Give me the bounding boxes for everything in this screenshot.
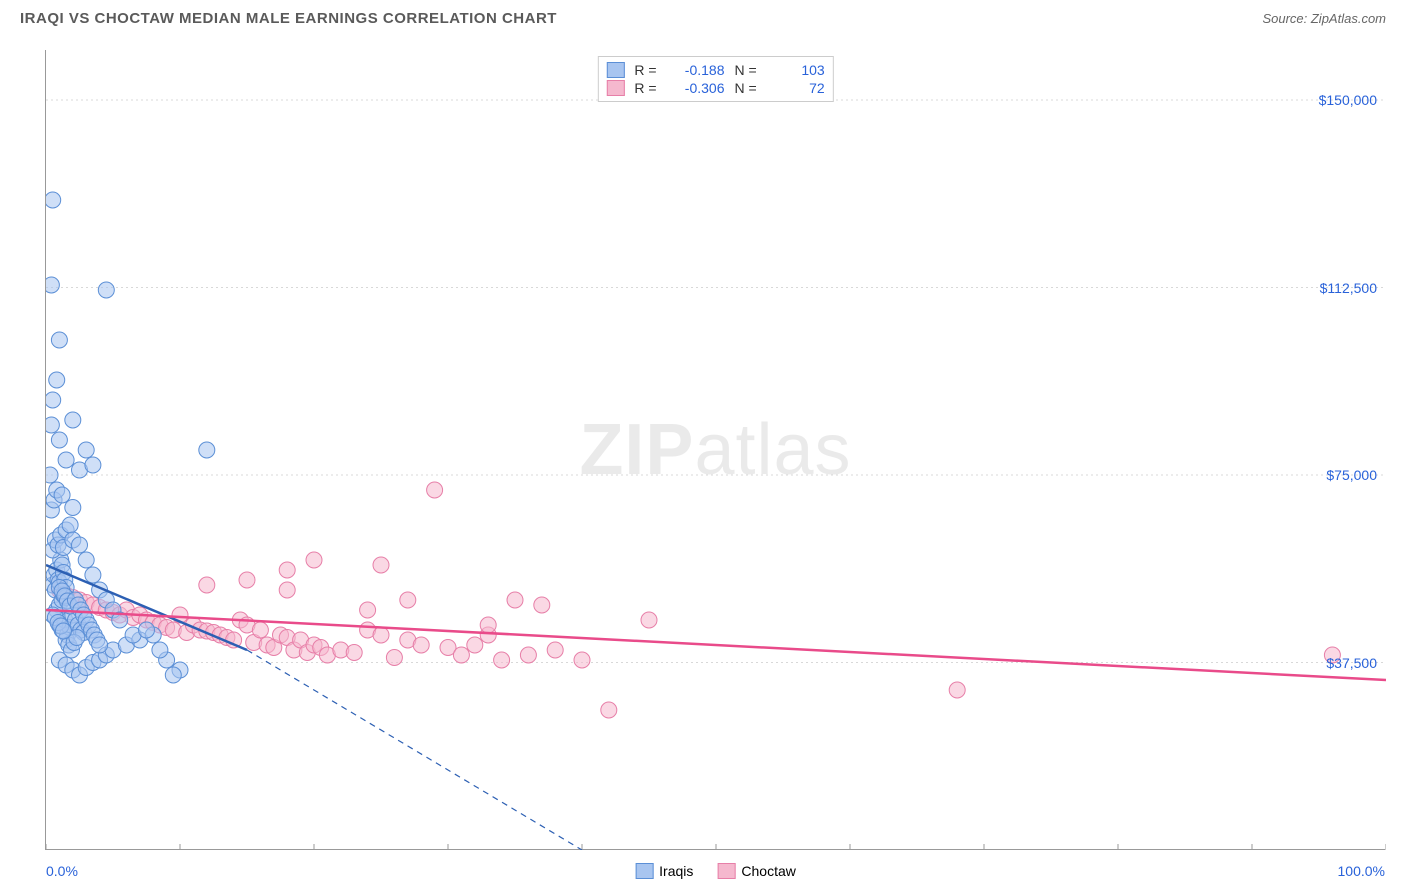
choctaw-swatch-icon: [717, 863, 735, 879]
scatter-plot-svg: [46, 50, 1386, 850]
iraqi-swatch-icon: [635, 863, 653, 879]
chart-title: IRAQI VS CHOCTAW MEDIAN MALE EARNINGS CO…: [20, 10, 557, 27]
x-axis-min-label: 0.0%: [46, 863, 78, 879]
y-tick-label: $150,000: [1319, 92, 1377, 108]
y-tick-label: $112,500: [1320, 280, 1377, 296]
stats-legend: R =-0.188N =103R =-0.306N =72: [597, 56, 833, 102]
legend-label: Iraqis: [659, 863, 693, 879]
stats-legend-row: R =-0.306N =72: [606, 79, 824, 97]
x-axis-max-label: 100.0%: [1338, 863, 1385, 879]
legend-item-choctaw: Choctaw: [717, 863, 795, 879]
y-tick-label: $75,000: [1326, 467, 1377, 483]
chart-plot-area: ZIPatlas R =-0.188N =103R =-0.306N =72 $…: [45, 50, 1385, 850]
source-attribution: Source: ZipAtlas.com: [1262, 11, 1386, 26]
y-tick-label: $37,500: [1326, 655, 1377, 671]
legend-label: Choctaw: [741, 863, 795, 879]
legend-item-iraqi: Iraqis: [635, 863, 693, 879]
iraqi-swatch-icon: [606, 62, 624, 78]
choctaw-swatch-icon: [606, 80, 624, 96]
stats-legend-row: R =-0.188N =103: [606, 61, 824, 79]
series-legend: Iraqis Choctaw: [635, 863, 796, 879]
